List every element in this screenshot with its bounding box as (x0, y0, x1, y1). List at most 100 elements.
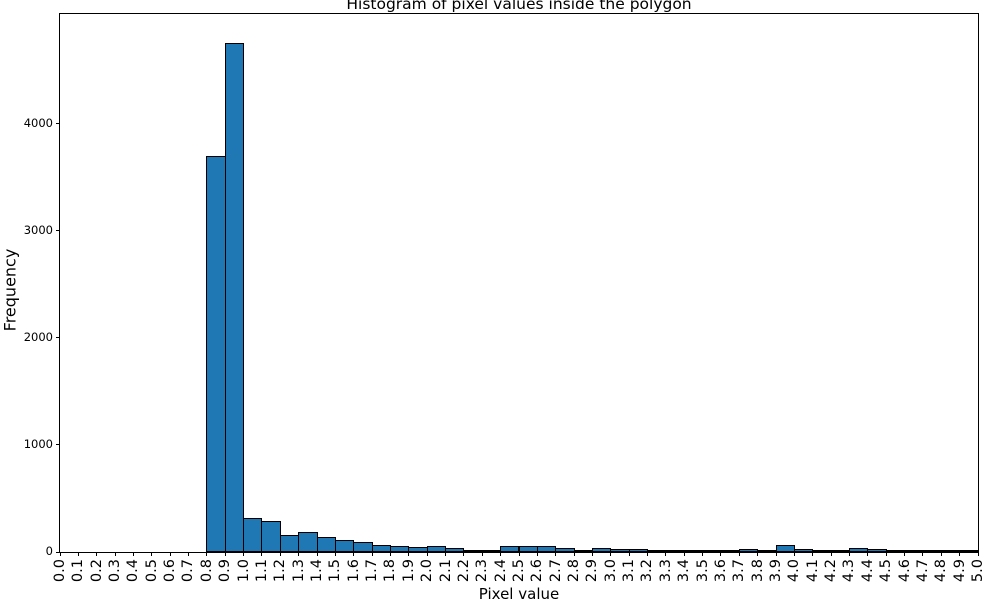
x-tick-label: 1.9 (400, 559, 417, 583)
x-tick-label: 3.6 (712, 559, 729, 583)
histogram-bar (793, 549, 814, 552)
x-tick-mark (77, 552, 79, 556)
y-tick-mark (56, 551, 60, 553)
x-tick-label: 0.6 (162, 559, 179, 583)
y-tick-mark (56, 337, 60, 339)
x-tick-label: 3.1 (621, 559, 638, 583)
histogram-bar (389, 545, 410, 552)
x-tick-label: 4.7 (914, 559, 931, 583)
x-tick-mark (738, 552, 740, 556)
y-tick-label: 4000 (23, 115, 53, 130)
x-tick-label: 2.4 (492, 559, 509, 583)
x-tick-mark (353, 552, 355, 556)
histogram-bar (408, 546, 428, 552)
x-tick-mark (261, 552, 263, 556)
y-tick-label: 3000 (23, 222, 53, 237)
histogram-bar (647, 550, 667, 553)
histogram-bar (518, 546, 538, 552)
x-tick-mark (647, 552, 649, 556)
x-tick-label: 2.6 (529, 559, 546, 583)
x-tick-label: 4.1 (804, 559, 821, 583)
x-tick-label: 1.5 (327, 559, 344, 583)
x-tick-mark (793, 552, 795, 556)
histogram-bar (812, 550, 832, 553)
x-tick-mark (279, 552, 281, 556)
x-tick-mark (298, 552, 300, 556)
histogram-bar (261, 520, 281, 552)
histogram-bar (555, 548, 575, 552)
histogram-bar (940, 550, 961, 553)
histogram-bar (243, 517, 263, 552)
histogram-bar (445, 547, 465, 552)
x-tick-mark (132, 552, 134, 556)
x-tick-label: 2.7 (547, 559, 564, 583)
histogram-bar (500, 546, 520, 552)
x-tick-label: 2.1 (437, 559, 454, 583)
x-tick-label: 1.2 (272, 559, 289, 583)
x-tick-mark (518, 552, 520, 556)
x-tick-mark (206, 552, 208, 556)
x-tick-mark (334, 552, 336, 556)
histogram-bar (426, 545, 447, 552)
histogram-bar (757, 549, 777, 552)
histogram-bar (959, 550, 979, 553)
x-tick-mark (720, 552, 722, 556)
x-tick-mark (904, 552, 906, 556)
x-tick-label: 3.2 (639, 559, 656, 583)
x-tick-mark (573, 552, 575, 556)
y-tick-label: 2000 (23, 329, 53, 344)
x-tick-mark (536, 552, 538, 556)
x-tick-label: 0.7 (180, 559, 197, 583)
x-tick-label: 0.9 (217, 559, 234, 583)
x-tick-mark (169, 552, 171, 556)
y-tick-mark (56, 123, 60, 125)
x-tick-label: 3.0 (602, 559, 619, 583)
x-tick-mark (555, 552, 557, 556)
plot-frame (59, 13, 979, 553)
histogram-bar (738, 549, 759, 552)
histogram-bar (610, 549, 630, 552)
histogram-bar (371, 544, 391, 552)
y-tick-mark (56, 444, 60, 446)
x-tick-mark (188, 552, 190, 556)
x-tick-label: 0.0 (52, 559, 68, 583)
histogram-bar (463, 549, 483, 552)
x-tick-mark (114, 552, 116, 556)
x-tick-mark (96, 552, 98, 556)
histogram-bar (316, 537, 336, 552)
x-tick-label: 0.1 (70, 559, 87, 583)
x-tick-mark (59, 552, 61, 556)
histogram-bar (279, 534, 300, 552)
x-tick-mark (371, 552, 373, 556)
x-tick-mark (316, 552, 318, 556)
x-tick-label: 1.6 (345, 559, 362, 583)
x-tick-label: 1.7 (364, 559, 381, 583)
x-tick-mark (812, 552, 814, 556)
histogram-bar (536, 546, 557, 552)
x-tick-mark (867, 552, 869, 556)
histogram-bar (867, 549, 887, 552)
y-tick-label: 1000 (23, 436, 53, 451)
x-tick-mark (591, 552, 593, 556)
histogram-bar (591, 547, 612, 552)
histogram-bar (573, 550, 593, 553)
y-tick-label: 0 (45, 544, 53, 558)
histogram-bar (904, 550, 924, 553)
x-tick-mark (500, 552, 502, 556)
x-tick-mark (628, 552, 630, 556)
x-tick-label: 3.8 (749, 559, 766, 583)
x-tick-label: 4.4 (859, 559, 876, 583)
x-tick-label: 2.9 (584, 559, 601, 583)
histogram-bar (628, 549, 649, 552)
x-tick-mark (848, 552, 850, 556)
x-tick-label: 1.0 (235, 559, 252, 583)
x-tick-label: 4.3 (841, 559, 858, 583)
x-tick-label: 1.8 (382, 559, 399, 583)
x-tick-mark (151, 552, 153, 556)
x-tick-mark (885, 552, 887, 556)
histogram-bar (720, 550, 740, 553)
x-tick-label: 3.4 (676, 559, 693, 583)
x-tick-label: 3.7 (731, 559, 748, 583)
x-tick-mark (959, 552, 961, 556)
histogram-bar (683, 550, 704, 553)
